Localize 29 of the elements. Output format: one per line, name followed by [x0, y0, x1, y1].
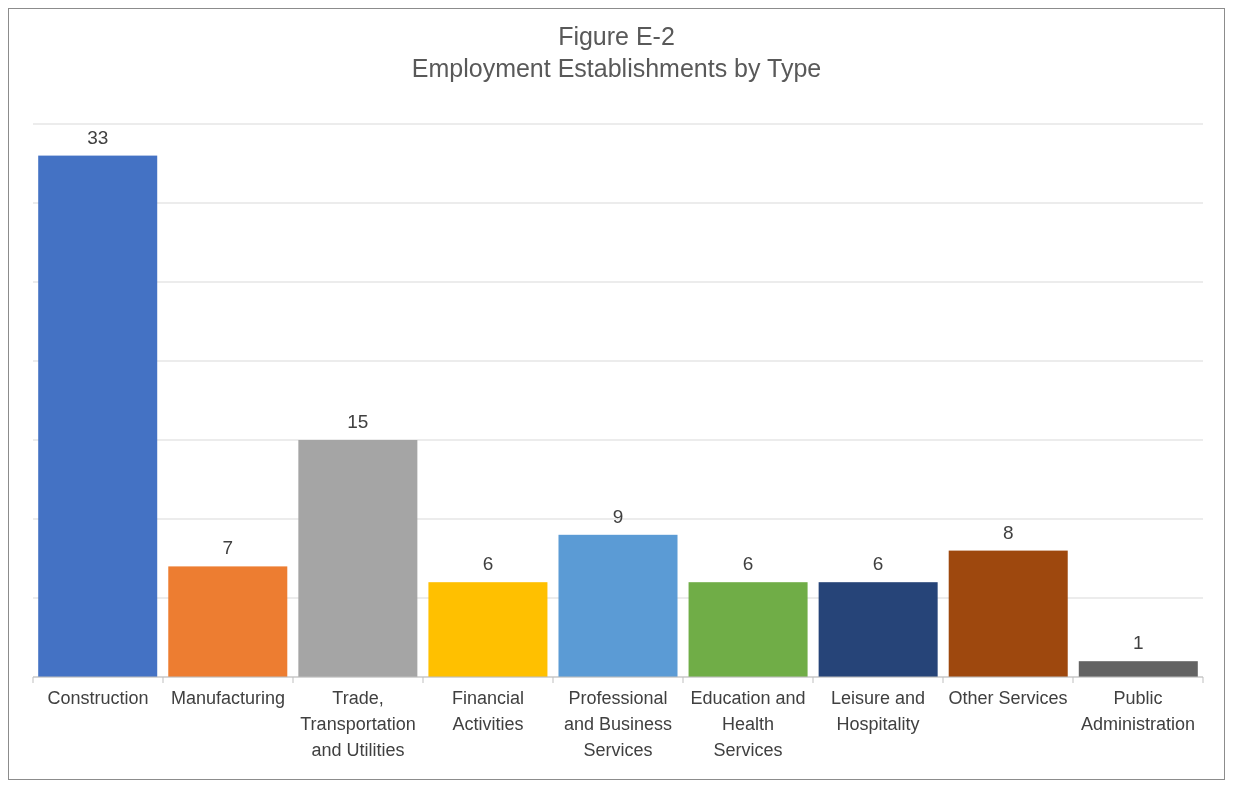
data-label: 8 [1002, 521, 1014, 543]
x-tick-label: Professional and Business Services [563, 688, 673, 760]
x-tick-label: Leisure and Hospitality [830, 688, 926, 734]
bar [1078, 661, 1198, 677]
bar [818, 582, 938, 677]
data-label: 6 [872, 553, 884, 575]
bar [428, 582, 548, 677]
x-tick-label: Manufacturing [170, 688, 286, 708]
data-label: 33 [87, 126, 109, 148]
bar [38, 155, 158, 677]
data-label: 7 [222, 537, 234, 559]
x-tick-label: Financial Activities [451, 688, 525, 734]
x-tick-label: Education and Health Services [690, 688, 806, 760]
chart-title: Figure E-2 [558, 22, 675, 50]
bar [298, 440, 418, 677]
data-label: 6 [742, 553, 754, 575]
bar [558, 534, 678, 677]
chart-subtitle: Employment Establishments by Type [411, 54, 822, 82]
x-tick-label: Construction [47, 688, 149, 708]
bar [688, 582, 808, 677]
data-label: 1 [1133, 632, 1144, 654]
x-tick-label: Public Administration [1080, 688, 1196, 734]
x-tick-label: Trade, Transportation and Utilities [300, 688, 416, 760]
data-label: 15 [347, 411, 369, 432]
x-tick-label: Other Services [948, 688, 1068, 708]
bar [168, 566, 288, 677]
bar [948, 550, 1068, 677]
data-label: 9 [612, 505, 624, 527]
data-label: 6 [482, 553, 494, 575]
